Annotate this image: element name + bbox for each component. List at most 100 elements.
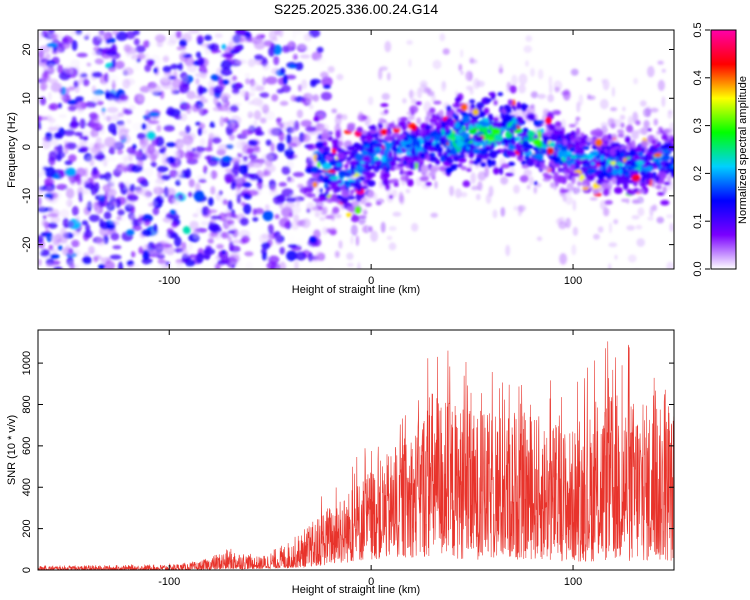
heatmap-cell: [609, 169, 613, 173]
colorbar-ticks: 0.0 0.1 0.2 0.3 0.4 0.5: [692, 22, 710, 277]
heatmap-cell: [398, 191, 404, 203]
snr-series-line: [38, 341, 674, 570]
heatmap-cell: [483, 130, 489, 137]
heatmap-cell: [349, 153, 354, 160]
heatmap-cell: [48, 244, 54, 251]
heatmap-cell: [424, 115, 430, 126]
heatmap-cell: [208, 231, 215, 240]
heatmap-cell: [411, 107, 415, 116]
heatmap-cell: [42, 136, 50, 142]
heatmap-cell: [208, 158, 219, 167]
heatmap-cell: [107, 204, 113, 210]
heatmap-cell: [71, 239, 80, 248]
heatmap-cell: [661, 149, 670, 154]
heatmap-cell: [419, 153, 426, 160]
heatmap-cell: [158, 147, 166, 154]
heatmap-cell: [406, 178, 414, 187]
heatmap-cell: [322, 226, 329, 235]
heatmap-cell: [448, 119, 456, 128]
heatmap-cell: [665, 214, 674, 219]
heatmap-cell: [109, 201, 118, 207]
heatmap-cell: [488, 150, 498, 159]
heatmap-cell: [485, 193, 492, 204]
heatmap-cell: [627, 115, 633, 128]
x-tick-label: 100: [564, 576, 582, 588]
heatmap-cell: [199, 138, 206, 147]
heatmap-cell: [575, 127, 581, 136]
heatmap-cell: [350, 235, 354, 245]
heatmap-cell: [161, 74, 170, 84]
heatmap-cell: [299, 187, 308, 194]
heatmap-cell: [224, 52, 235, 58]
heatmap-cell: [266, 77, 276, 84]
heatmap-cell: [527, 130, 536, 137]
heatmap-cell: [487, 137, 495, 141]
heatmap-cell: [384, 109, 389, 114]
heatmap-cell: [295, 198, 301, 207]
heatmap-cell: [69, 176, 76, 186]
heatmap-cell: [38, 235, 44, 244]
heatmap-cell: [391, 132, 400, 138]
heatmap-cell: [425, 124, 431, 131]
heatmap-cell: [599, 98, 609, 110]
heatmap-cell: [617, 129, 624, 134]
heatmap-cell: [358, 215, 367, 219]
heatmap-cell: [337, 140, 343, 147]
heatmap-cell: [143, 219, 151, 227]
heatmap-cell: [319, 216, 326, 221]
heatmap-cell: [177, 62, 183, 71]
heatmap-cell: [311, 255, 320, 263]
heatmap-cell: [216, 243, 224, 250]
heatmap-cell: [195, 78, 200, 85]
heatmap-cell: [192, 213, 199, 218]
heatmap-cell: [508, 161, 515, 167]
heatmap-cell: [44, 186, 56, 192]
heatmap-cell: [586, 77, 592, 82]
heatmap-cell: [235, 175, 242, 185]
heatmap-cell: [68, 260, 75, 269]
heatmap-cell: [75, 216, 80, 224]
heatmap-cell: [91, 71, 103, 78]
heatmap-cell: [329, 176, 339, 180]
heatmap-cell: [231, 264, 236, 269]
heatmap-cell: [647, 216, 654, 221]
heatmap-cell: [126, 146, 136, 155]
heatmap-cell: [44, 53, 51, 60]
heatmap-cell: [115, 60, 125, 70]
heatmap-cell: [433, 117, 438, 126]
heatmap-cell: [103, 211, 112, 220]
heatmap-cell: [552, 155, 558, 163]
heatmap-cell: [362, 140, 370, 146]
heatmap-cell: [651, 179, 656, 188]
heatmap-cell: [68, 154, 77, 163]
heatmap-cell: [346, 124, 355, 132]
heatmap-cell: [237, 67, 243, 74]
heatmap-cell: [388, 160, 397, 167]
heatmap-cell: [346, 195, 356, 200]
heatmap-cell: [188, 153, 199, 162]
heatmap-cell: [118, 182, 126, 189]
heatmap-cell: [97, 200, 109, 207]
heatmap-cell: [318, 134, 322, 139]
heatmap-cell: [281, 206, 293, 218]
heatmap-cell: [41, 121, 52, 127]
heatmap-cell: [207, 238, 214, 244]
heatmap-cell: [48, 150, 57, 162]
heatmap-cell: [607, 133, 613, 140]
heatmap-cell: [147, 120, 160, 125]
heatmap-cell: [511, 74, 518, 86]
heatmap-x-ticks: -100 0 100: [158, 30, 582, 287]
heatmap-cell: [182, 134, 194, 146]
heatmap-cell: [329, 229, 337, 235]
heatmap-cell: [145, 109, 151, 118]
heatmap-cell: [278, 261, 287, 269]
heatmap-cell: [266, 164, 276, 173]
heatmap-cell: [393, 181, 399, 187]
heatmap-cell: [478, 111, 486, 118]
heatmap-cell: [612, 176, 617, 185]
heatmap-cell: [165, 261, 170, 266]
heatmap-cell: [98, 190, 105, 198]
heatmap-cell: [258, 198, 264, 208]
heatmap-cell: [175, 160, 180, 168]
heatmap-cell: [328, 153, 337, 157]
